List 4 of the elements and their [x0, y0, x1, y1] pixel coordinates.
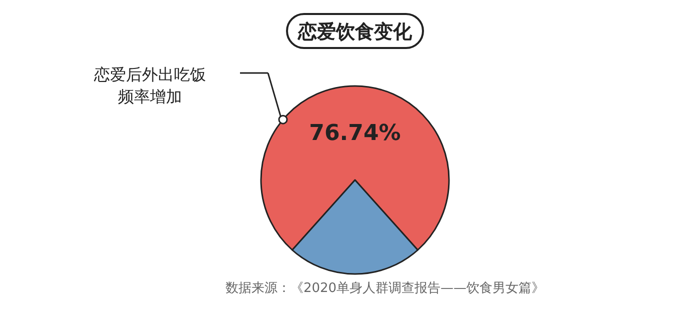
- data-label: 76.74%: [309, 121, 401, 146]
- legend-label: 恋爱后外出吃饭频率增加: [93, 65, 206, 106]
- chart-title: 恋爱饮食变化: [297, 21, 413, 43]
- source-note: 数据来源：《2020单身人群调查报告——饮食男女篇》: [225, 281, 545, 296]
